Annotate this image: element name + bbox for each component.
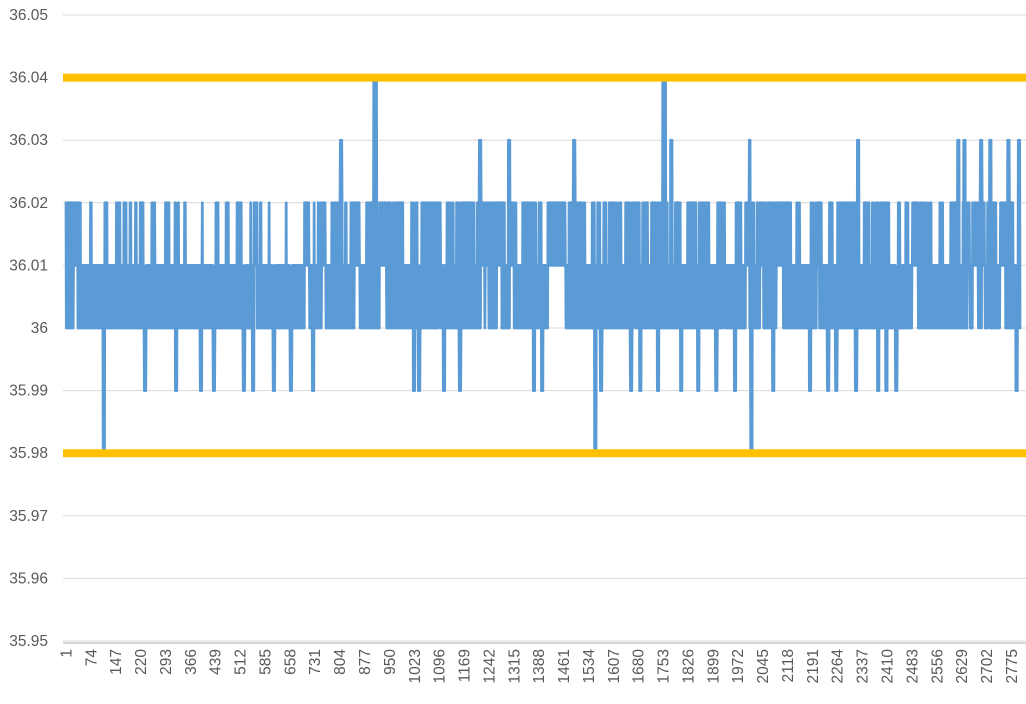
- x-tick-label: 366: [183, 649, 200, 675]
- x-tick-label: 2629: [954, 649, 971, 683]
- measurement-series-line: [64, 76, 1022, 455]
- x-tick-label: 2264: [830, 649, 847, 684]
- x-tick-label: 1023: [407, 649, 424, 683]
- x-tick-label: 804: [332, 649, 349, 675]
- x-tick-label: 147: [108, 649, 125, 675]
- x-tick-label: 585: [257, 649, 274, 675]
- x-tick-label: 1461: [556, 649, 573, 683]
- y-tick-label: 36.02: [9, 195, 48, 212]
- y-tick-label: 36.01: [9, 257, 48, 274]
- x-tick-label: 2702: [979, 649, 996, 683]
- x-tick-label: 1972: [730, 649, 747, 683]
- y-tick-label: 36.04: [9, 70, 48, 87]
- x-tick-label: 950: [382, 649, 399, 675]
- x-tick-label: 731: [307, 649, 324, 675]
- y-tick-label: 35.97: [9, 508, 48, 525]
- y-tick-label: 35.96: [9, 570, 48, 587]
- x-tick-label: 74: [83, 649, 100, 667]
- x-tick-label: 2483: [904, 649, 921, 683]
- x-tick-label: 658: [282, 649, 299, 675]
- y-tick-label: 36.03: [9, 132, 48, 149]
- x-tick-label: 877: [357, 649, 374, 675]
- x-tick-label: 1680: [631, 649, 648, 684]
- x-tick-label: 1169: [457, 649, 474, 682]
- x-tick-label: 1899: [705, 649, 722, 683]
- x-tick-label: 1388: [531, 649, 548, 683]
- x-tick-label: 2410: [879, 649, 896, 684]
- x-tick-label: 2045: [755, 649, 772, 683]
- x-tick-label: 1753: [656, 649, 673, 683]
- y-tick-label: 36.05: [9, 7, 48, 24]
- y-tick-label: 35.99: [9, 383, 48, 400]
- x-tick-label: 220: [133, 649, 150, 675]
- x-tick-label: 439: [208, 649, 225, 675]
- x-tick-label: 512: [233, 649, 250, 675]
- y-tick-label: 36: [31, 320, 48, 337]
- x-tick-label: 1315: [506, 649, 523, 683]
- x-tick-label: 2337: [855, 649, 872, 683]
- y-tick-label: 35.95: [9, 633, 48, 650]
- x-tick-label: 1826: [680, 649, 697, 683]
- x-tick-label: 1: [58, 649, 75, 658]
- y-tick-label: 35.98: [9, 445, 48, 462]
- x-tick-label: 293: [158, 649, 175, 675]
- x-tick-label: 1534: [581, 649, 598, 684]
- x-tick-label: 1096: [432, 649, 449, 683]
- x-tick-label: 2556: [929, 649, 946, 683]
- x-tick-label: 2775: [1004, 649, 1021, 683]
- x-tick-label: 2191: [805, 649, 822, 683]
- x-tick-label: 1607: [606, 649, 623, 683]
- x-tick-label: 2118: [780, 649, 797, 682]
- x-tick-label: 1242: [481, 649, 498, 683]
